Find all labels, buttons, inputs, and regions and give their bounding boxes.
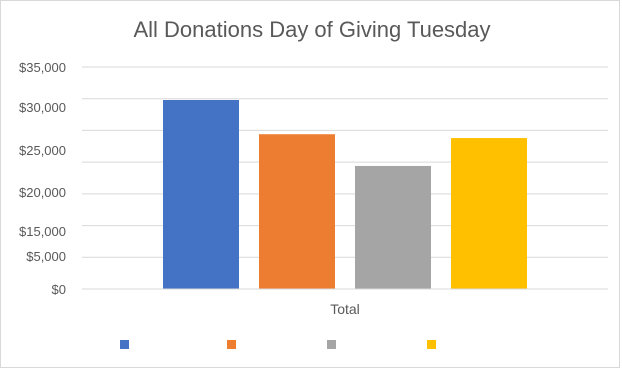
y-tick-label: $15,000 (19, 224, 66, 239)
bar-series-1 (163, 99, 239, 290)
y-tick-label: $5,000 (26, 249, 66, 264)
y-tick-label: $20,000 (19, 185, 66, 200)
y-tick-label: $25,000 (19, 143, 66, 158)
bars (163, 99, 527, 290)
y-tick-label: $0 (52, 282, 66, 297)
bar-series-2 (259, 134, 335, 289)
bar-series-4 (451, 138, 527, 289)
y-tick-label: $30,000 (19, 100, 66, 115)
legend-swatch-4 (427, 340, 436, 349)
gridlines (82, 66, 608, 258)
y-tick-label: $35,000 (19, 60, 66, 75)
legend-swatch-1 (120, 340, 129, 349)
legend (120, 340, 436, 349)
x-axis-category-label: Total (330, 301, 360, 317)
legend-swatch-3 (327, 340, 336, 349)
y-axis-tick-labels: $35,000 $30,000 $25,000 $20,000 $15,000 $5,00… (19, 60, 66, 297)
legend-swatch-2 (227, 340, 236, 349)
bar-series-3 (355, 165, 431, 289)
chart-title: All Donations Day of Giving Tuesday (133, 17, 491, 42)
